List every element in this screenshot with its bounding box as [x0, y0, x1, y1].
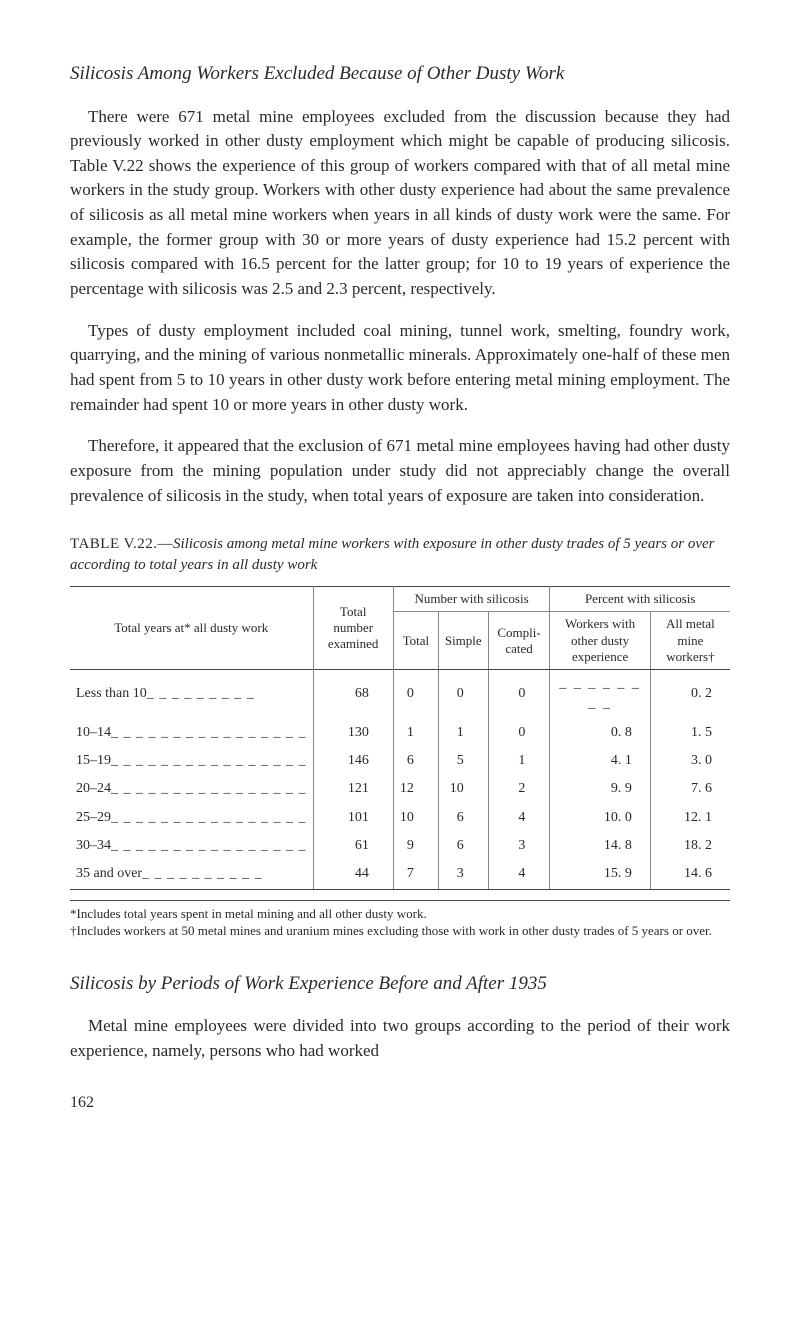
paragraph-4: Metal mine employees were divided into t… [70, 1014, 730, 1063]
table-cell: 61 [313, 832, 393, 860]
table-row: Less than 10_ _ _ _ _ _ _ _ _68000_ _ _ … [70, 670, 730, 719]
table-cell: 14. 6 [650, 860, 730, 889]
table-cell: 44 [313, 860, 393, 889]
section-title-1: Silicosis Among Workers Excluded Because… [70, 60, 730, 88]
row-label: Less than 10_ _ _ _ _ _ _ _ _ [70, 670, 313, 719]
table-cell: 14. 8 [550, 832, 650, 860]
table-cell: 0 [488, 719, 550, 747]
table-caption: TABLE V.22.—Silicosis among metal mine w… [70, 534, 730, 576]
table-cell: 0 [438, 670, 488, 719]
table-cell: 10 [438, 775, 488, 803]
row-label: 10–14_ _ _ _ _ _ _ _ _ _ _ _ _ _ _ _ [70, 719, 313, 747]
col-simple-header: Simple [438, 612, 488, 670]
col-num-group-header: Number with silicosis [393, 587, 550, 612]
table-cell: 4 [488, 860, 550, 889]
table-cell: 130 [313, 719, 393, 747]
col-total-header: Total [393, 612, 438, 670]
table-cell: 7. 6 [650, 775, 730, 803]
section-title-2: Silicosis by Periods of Work Experience … [70, 970, 730, 998]
col-workers-header: Workers with other dusty experience [550, 612, 650, 670]
table-cell: 6 [438, 804, 488, 832]
table-cell: 3 [488, 832, 550, 860]
table-cell: 0 [393, 670, 438, 719]
table-row: 35 and over_ _ _ _ _ _ _ _ _ _4473415. 9… [70, 860, 730, 889]
paragraph-2: Types of dusty employment included coal … [70, 319, 730, 418]
table-cell: 3. 0 [650, 747, 730, 775]
col-examined-header: Total number examined [313, 587, 393, 670]
table-cell: 12 [393, 775, 438, 803]
table-cell: 0 [488, 670, 550, 719]
paragraph-1: There were 671 metal mine employees excl… [70, 105, 730, 302]
table-cell: 4. 1 [550, 747, 650, 775]
table-cell: 1. 5 [650, 719, 730, 747]
table-footnotes: *Includes total years spent in metal min… [70, 900, 730, 940]
table-cell: 1 [393, 719, 438, 747]
table-cell: 15. 9 [550, 860, 650, 889]
table-cell: 121 [313, 775, 393, 803]
table-row: 25–29_ _ _ _ _ _ _ _ _ _ _ _ _ _ _ _1011… [70, 804, 730, 832]
table-cell: 10. 0 [550, 804, 650, 832]
row-label: 20–24_ _ _ _ _ _ _ _ _ _ _ _ _ _ _ _ [70, 775, 313, 803]
table-cell: 9. 9 [550, 775, 650, 803]
table-cell: 101 [313, 804, 393, 832]
table-cell: 10 [393, 804, 438, 832]
table-cell: 68 [313, 670, 393, 719]
footnote-dagger: †Includes workers at 50 metal mines and … [70, 922, 730, 940]
table-cell: 6 [438, 832, 488, 860]
footnote-star: *Includes total years spent in metal min… [70, 905, 730, 923]
table-row: 15–19_ _ _ _ _ _ _ _ _ _ _ _ _ _ _ _1466… [70, 747, 730, 775]
table-cell: 146 [313, 747, 393, 775]
table-cell: 0. 8 [550, 719, 650, 747]
table-cell: 7 [393, 860, 438, 889]
row-label: 25–29_ _ _ _ _ _ _ _ _ _ _ _ _ _ _ _ [70, 804, 313, 832]
col-stub-header: Total years at* all dusty work [70, 587, 313, 670]
silicosis-table: Total years at* all dusty work Total num… [70, 586, 730, 889]
page-number: 162 [70, 1091, 730, 1114]
col-pct-group-header: Percent with silicosis [550, 587, 730, 612]
table-cell: 5 [438, 747, 488, 775]
col-compli-header: Compli­cated [488, 612, 550, 670]
table-row: 10–14_ _ _ _ _ _ _ _ _ _ _ _ _ _ _ _1301… [70, 719, 730, 747]
table-cell: 18. 2 [650, 832, 730, 860]
table-cell: 9 [393, 832, 438, 860]
table-cell: 2 [488, 775, 550, 803]
row-label: 15–19_ _ _ _ _ _ _ _ _ _ _ _ _ _ _ _ [70, 747, 313, 775]
table-row: 20–24_ _ _ _ _ _ _ _ _ _ _ _ _ _ _ _1211… [70, 775, 730, 803]
col-allmetal-header: All metal mine workers† [650, 612, 730, 670]
table-cell: 4 [488, 804, 550, 832]
row-label: 30–34_ _ _ _ _ _ _ _ _ _ _ _ _ _ _ _ [70, 832, 313, 860]
table-cell: 0. 2 [650, 670, 730, 719]
table-cell: 3 [438, 860, 488, 889]
table-cell: _ _ _ _ _ _ _ _ [550, 670, 650, 719]
table-caption-label: TABLE V.22.— [70, 536, 173, 552]
table-row: 30–34_ _ _ _ _ _ _ _ _ _ _ _ _ _ _ _6196… [70, 832, 730, 860]
paragraph-3: Therefore, it appeared that the exclusio… [70, 434, 730, 508]
table-cell: 1 [488, 747, 550, 775]
row-label: 35 and over_ _ _ _ _ _ _ _ _ _ [70, 860, 313, 889]
table-cell: 1 [438, 719, 488, 747]
table-cell: 12. 1 [650, 804, 730, 832]
table-cell: 6 [393, 747, 438, 775]
